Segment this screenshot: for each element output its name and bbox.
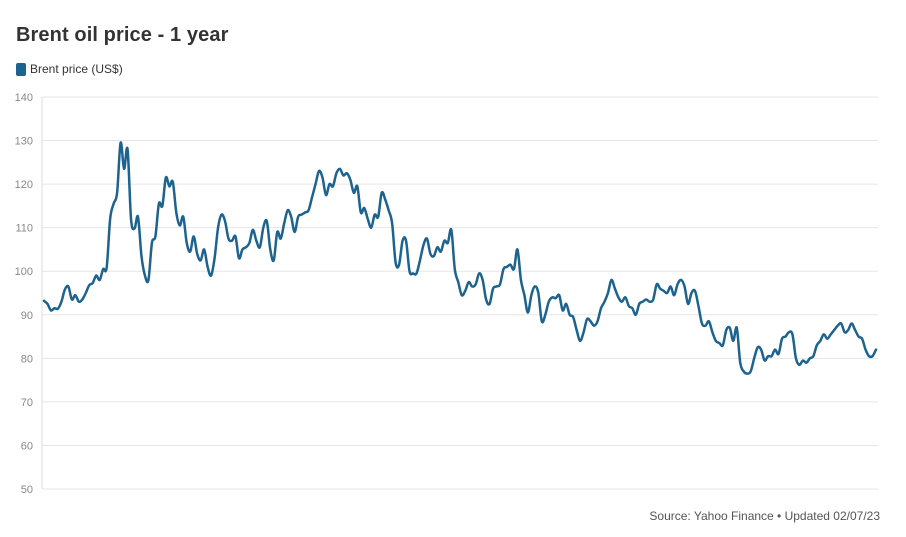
y-tick-label: 70 [21, 397, 33, 409]
gridlines [42, 96, 878, 490]
series-line-brent [42, 141, 878, 375]
source-note: Source: Yahoo Finance • Updated 02/07/23 [649, 509, 880, 523]
chart-title: Brent oil price - 1 year [16, 24, 229, 46]
y-tick-label: 110 [15, 223, 33, 235]
y-tick-label: 140 [15, 92, 33, 104]
y-tick-label: 50 [21, 484, 33, 496]
y-tick-label: 120 [15, 179, 33, 191]
y-tick-label: 80 [21, 353, 33, 365]
y-tick-label: 60 [21, 440, 33, 452]
y-tick-label: 130 [15, 136, 33, 148]
series-group [42, 141, 878, 375]
y-tick-label: 90 [21, 310, 33, 322]
legend-swatch [16, 62, 26, 76]
legend-label: Brent price (US$) [30, 62, 123, 76]
y-tick-label: 100 [15, 266, 33, 278]
y-axis: 50 60 70 80 90 100 110 120 130 140 [15, 92, 43, 496]
legend: Brent price (US$) [16, 62, 123, 76]
